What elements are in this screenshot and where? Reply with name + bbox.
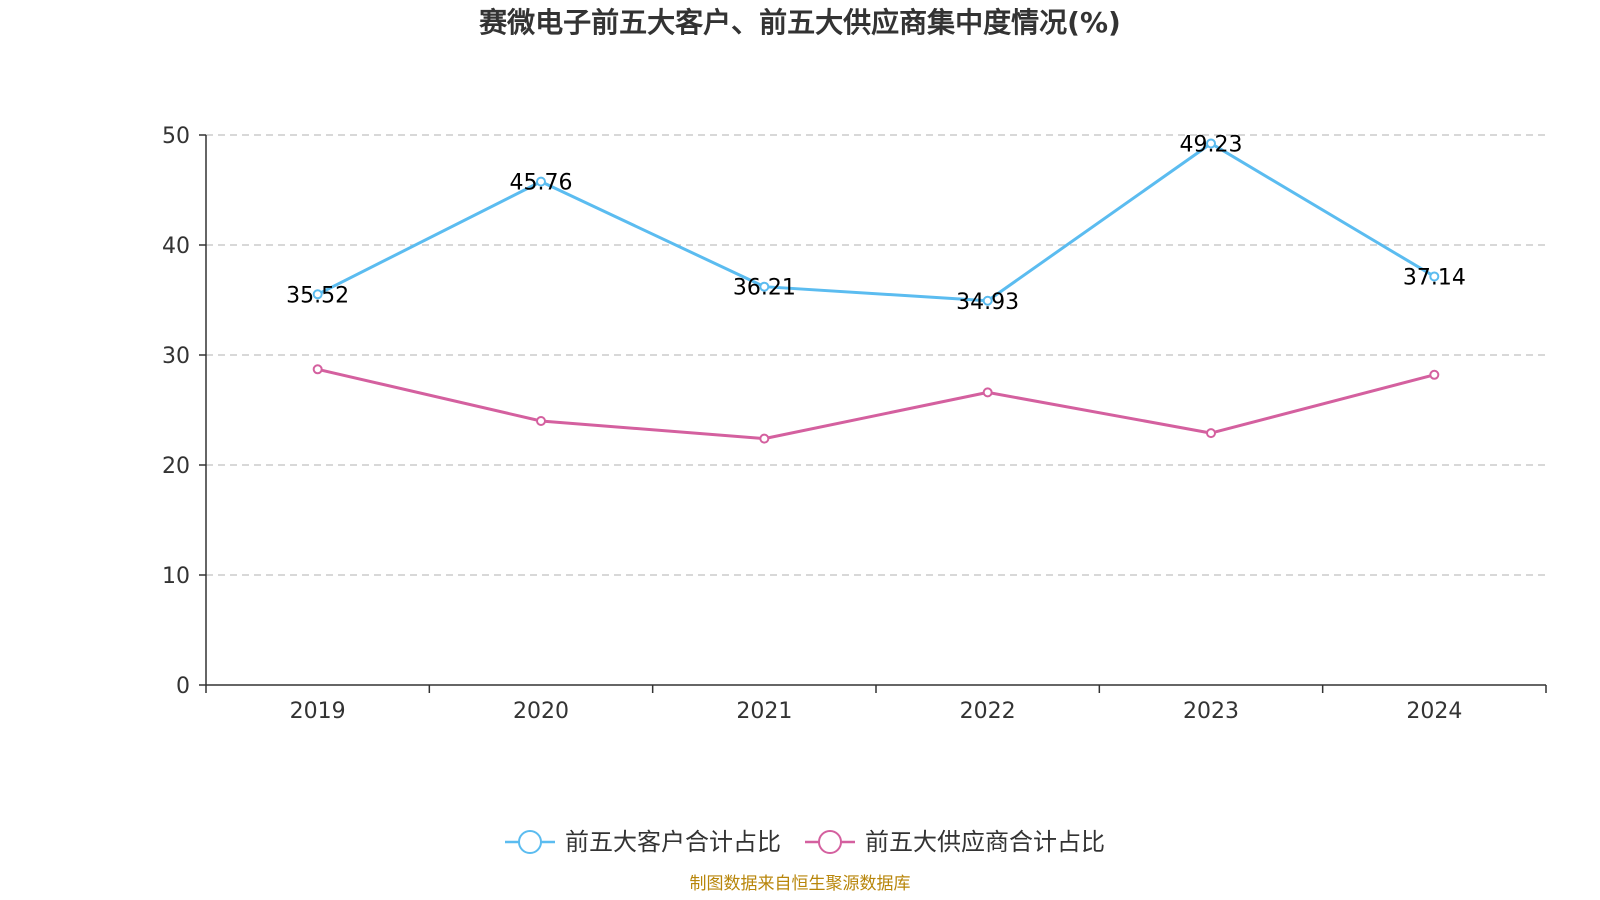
data-label: 45.76 [510,171,573,196]
x-tick-label: 2023 [1183,699,1239,724]
x-tick-label: 2019 [290,699,346,724]
series-layer [312,138,1440,444]
x-tick-label: 2022 [960,699,1016,724]
y-tick-label: 20 [162,454,190,479]
legend-marker-0 [518,830,542,854]
series-line-0 [316,141,1436,303]
data-label: 34.93 [956,290,1019,315]
legend-label-0: 前五大客户合计占比 [565,828,781,856]
y-tick-label: 10 [162,564,190,589]
axes: 0 10 20 30 40 50 2019 2020 2021 2022 2023 2024 [162,124,1547,724]
data-point-1 [312,364,323,375]
data-label: 35.52 [286,283,349,308]
data-point-1 [982,387,993,398]
data-label: 37.14 [1403,265,1466,290]
legend-label-1: 前五大供应商合计占比 [865,828,1105,856]
legend: 前五大客户合计占比 前五大供应商合计占比 [505,828,1105,856]
series-line-1 [317,367,1435,441]
data-point-0 [312,289,323,300]
data-point-0 [1206,138,1216,149]
data-label: 36.21 [733,276,796,301]
data-point-1 [536,416,546,426]
data-point-1 [759,433,770,444]
grid-lines [206,134,1546,576]
data-labels: 35.52 45.76 36.21 34.93 49.23 37.14 [286,132,1466,314]
chart-title: 赛微电子前五大客户、前五大供应商集中度情况(%) [479,6,1121,39]
data-point-1 [1206,428,1216,439]
x-tick-label: 2020 [513,699,569,724]
data-label: 49.23 [1180,132,1243,157]
y-tick-label: 50 [162,124,190,149]
data-point-0 [759,281,770,292]
y-tick-label: 30 [162,344,190,369]
y-tick-label: 0 [176,674,190,699]
data-point-0 [536,176,546,187]
x-tick-label: 2021 [736,699,792,724]
x-tick-label: 2024 [1406,699,1462,724]
y-tick-label: 40 [162,234,190,259]
data-point-0 [982,295,993,306]
data-point-0 [1429,271,1440,282]
source-note: 制图数据来自恒生聚源数据库 [690,874,911,894]
data-point-1 [1429,369,1440,380]
legend-marker-1 [818,830,842,854]
